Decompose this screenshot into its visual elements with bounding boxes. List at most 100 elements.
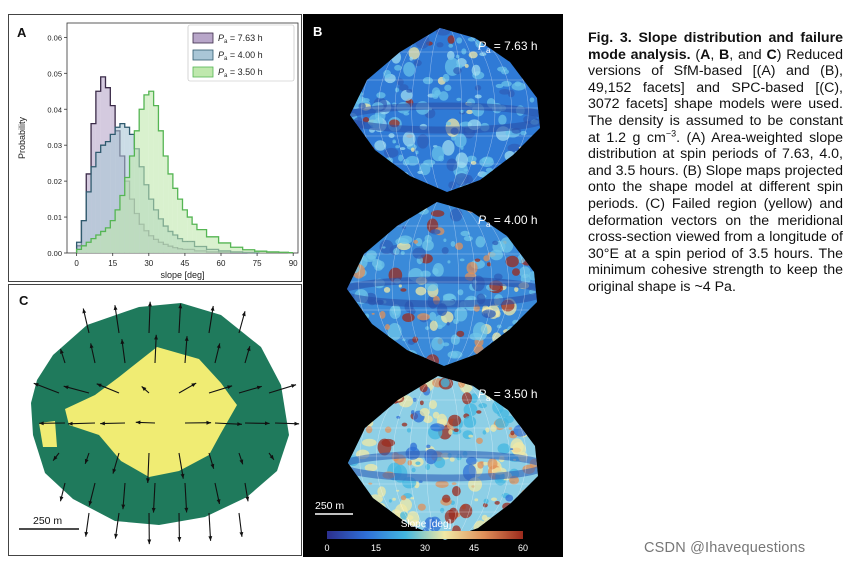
vector-head (59, 496, 64, 502)
colorbar-tick-label: 15 (371, 543, 381, 553)
slope-patch (493, 354, 498, 359)
slope-patch (362, 251, 367, 254)
hist-bar (177, 199, 183, 253)
slope-patch (492, 332, 502, 344)
hist-bar (196, 229, 207, 253)
slope-patch (521, 63, 527, 71)
vector-head (178, 303, 183, 309)
vector-head (100, 421, 105, 426)
caption-ref-c: C (766, 46, 777, 63)
slope-patch (463, 168, 468, 172)
slope-patch (417, 503, 426, 511)
grid-meridian (376, 376, 510, 540)
slope-patch (387, 176, 399, 183)
map-period-label: Pa = 4.00 h (478, 213, 538, 229)
slope-patch (462, 376, 472, 383)
slope-patch (530, 81, 540, 93)
colorbar-tick-label: 0 (324, 543, 329, 553)
slope-patch (400, 288, 407, 292)
slope-patch (403, 352, 409, 357)
slope-patch (365, 419, 374, 427)
slope-patch (384, 324, 390, 330)
slope-patch (482, 502, 488, 508)
slope-patch (468, 434, 474, 438)
slope-patch (474, 85, 482, 91)
y-axis-label: Probability (17, 116, 27, 159)
vector-head (82, 308, 87, 314)
slope-patch (402, 225, 406, 230)
slope-patch (407, 31, 420, 40)
slope-patch (349, 241, 353, 245)
vector-head (120, 339, 125, 344)
slope-patch (453, 318, 459, 325)
vector-shaft (154, 334, 157, 364)
slope-patch (362, 331, 367, 335)
slope-patch (395, 145, 400, 149)
slope-patch (456, 37, 463, 44)
hist-bar (172, 188, 178, 253)
slope-patch (461, 48, 467, 55)
panel-b-label: B (313, 24, 323, 39)
slope-patch (466, 109, 473, 115)
slope-patch (399, 84, 409, 92)
slope-patch (446, 158, 458, 172)
hist-bar (119, 123, 125, 253)
slope-patch (384, 202, 395, 211)
caption-text-a: ( (695, 46, 701, 63)
legend-swatch (192, 49, 214, 61)
slope-patch (409, 56, 413, 61)
slope-patch (396, 489, 400, 492)
slope-patch (355, 91, 364, 97)
slope-patch (425, 463, 431, 470)
y-tick-label: 0.00 (47, 249, 62, 258)
histogram-chart: 0 15 30 45 60 75 90 0.00 0.01 0.02 0.03 0.04 0.05 0.0… (17, 22, 299, 280)
hist-bar (91, 238, 96, 253)
slope-patch (425, 326, 430, 331)
hist-bar (124, 177, 130, 253)
slope-patch (508, 330, 513, 335)
slope-patch (366, 510, 376, 517)
hist-bar (254, 251, 267, 253)
slope-patch (456, 330, 465, 337)
panel-c-label: C (19, 293, 29, 308)
slope-patch (432, 263, 444, 277)
slope-patch (457, 289, 464, 296)
grid-meridian (361, 28, 529, 192)
hist-bar (115, 127, 120, 253)
slope-patch (393, 527, 401, 531)
slope-patch (350, 181, 360, 189)
failed-region-edge (39, 421, 57, 447)
slope-patch (415, 461, 421, 465)
slope-patch (370, 217, 379, 225)
slope-patch (535, 516, 538, 520)
slope-patch (429, 312, 437, 321)
slope-patch (356, 28, 369, 43)
slope-patch (511, 156, 516, 161)
slope-patch (417, 134, 429, 149)
slope-patch (400, 172, 409, 178)
slope-patch (476, 437, 483, 444)
slope-patch (510, 448, 514, 451)
map-subscript: a (486, 220, 491, 229)
slope-patch (390, 352, 397, 356)
slope-patch (390, 394, 405, 403)
slope-patch (444, 84, 452, 92)
vector-head (141, 386, 147, 391)
hist-bar (95, 152, 101, 253)
slope-patch (510, 438, 524, 455)
slope-patch (497, 342, 509, 354)
slope-patch (500, 237, 514, 253)
slope-patch (470, 204, 475, 207)
slope-patch (525, 249, 537, 257)
slope-patch (520, 489, 531, 500)
slope-patch (483, 255, 490, 262)
slope-patch (357, 173, 368, 181)
vector-head (96, 383, 102, 388)
slope-patch (498, 340, 512, 352)
slope-patch (527, 498, 538, 511)
slope-patch (473, 344, 484, 355)
slope-patch (428, 400, 437, 410)
slope-patch (421, 379, 426, 384)
vector-head (88, 500, 93, 506)
x-tick-label: 45 (180, 259, 189, 268)
